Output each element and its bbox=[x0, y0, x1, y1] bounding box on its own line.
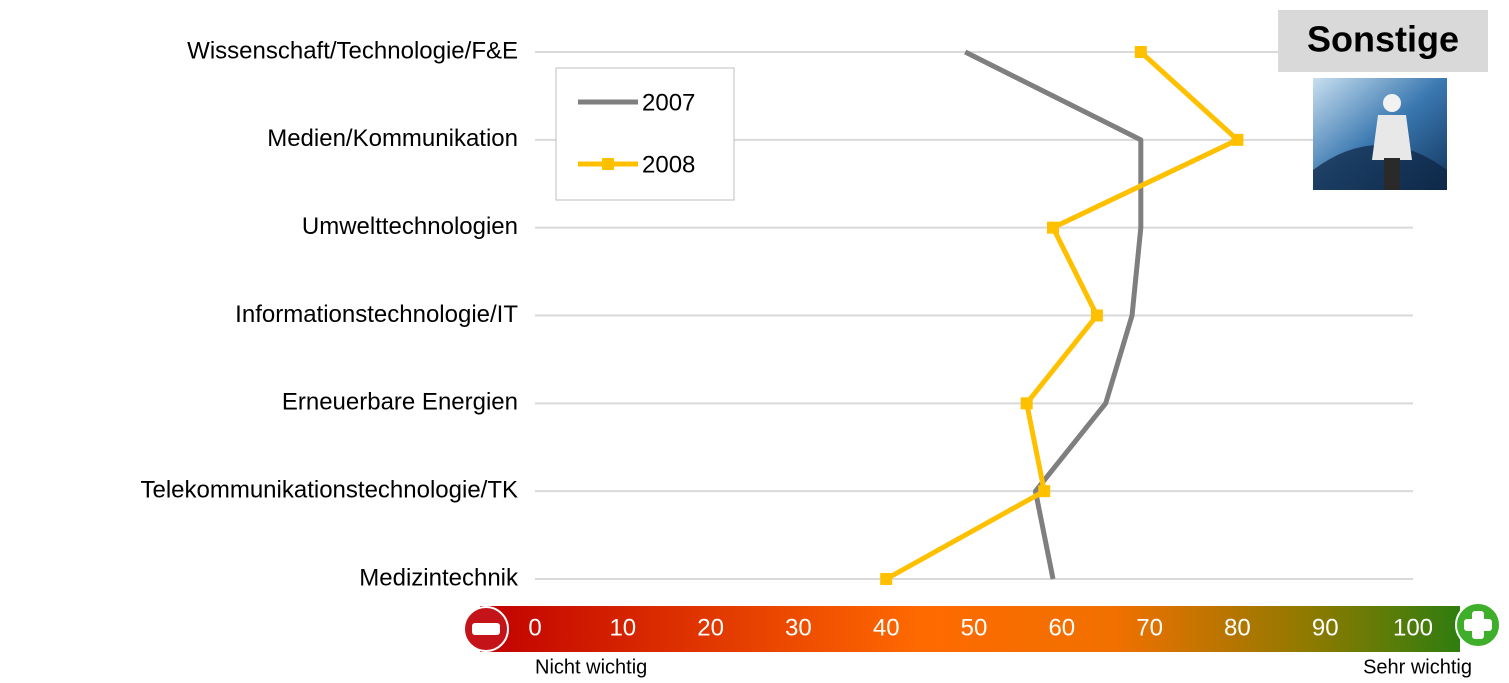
marker bbox=[1021, 397, 1033, 409]
x-tick-label: 20 bbox=[697, 614, 724, 641]
x-tick-label: 60 bbox=[1048, 614, 1075, 641]
marker bbox=[1135, 46, 1147, 58]
badge: Sonstige bbox=[1307, 19, 1459, 60]
annotation: Sehr wichtig bbox=[1363, 656, 1472, 678]
minus-icon bbox=[464, 607, 508, 651]
y-tick-label: Umwelttechnologien bbox=[302, 213, 518, 240]
marker bbox=[1091, 309, 1103, 321]
marker bbox=[1231, 134, 1243, 146]
x-tick-label: 50 bbox=[961, 614, 988, 641]
x-tick-label: 40 bbox=[873, 614, 900, 641]
legend-label: 2007 bbox=[642, 89, 695, 116]
y-tick-label: Medizintechnik bbox=[359, 564, 519, 591]
legend-box bbox=[556, 68, 734, 200]
marker bbox=[880, 573, 892, 585]
y-tick-label: Wissenschaft/Technologie/F&E bbox=[187, 37, 518, 64]
y-tick-label: Erneuerbare Energien bbox=[282, 389, 518, 416]
marker bbox=[1038, 485, 1050, 497]
chart: Sonstige Nicht wichtig Sehr wichtig Wiss… bbox=[0, 0, 1509, 683]
x-tick-label: 90 bbox=[1312, 614, 1339, 641]
photo bbox=[1313, 78, 1447, 190]
y-tick-label: Telekommunikationstechnologie/TK bbox=[140, 476, 518, 503]
plus-icon bbox=[1456, 603, 1500, 647]
x-tick-label: 70 bbox=[1136, 614, 1163, 641]
annotation: Nicht wichtig bbox=[535, 656, 647, 678]
marker bbox=[1047, 222, 1059, 234]
legend-label: 2008 bbox=[642, 151, 695, 178]
legend-marker bbox=[602, 158, 614, 170]
x-tick-label: 100 bbox=[1393, 614, 1433, 641]
x-tick-label: 0 bbox=[528, 614, 541, 641]
y-tick-label: Informationstechnologie/IT bbox=[235, 301, 518, 328]
x-tick-label: 30 bbox=[785, 614, 812, 641]
x-tick-label: 10 bbox=[609, 614, 636, 641]
y-tick-label: Medien/Kommunikation bbox=[267, 125, 518, 152]
x-tick-label: 80 bbox=[1224, 614, 1251, 641]
